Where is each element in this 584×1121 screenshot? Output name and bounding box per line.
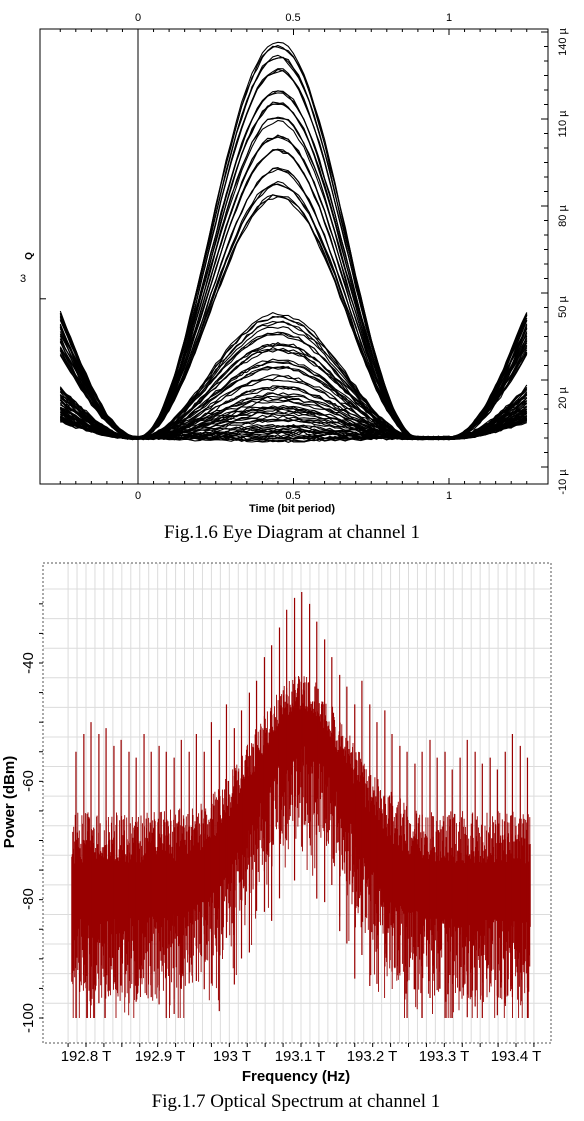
eye-top-tick-2: 1	[446, 12, 452, 24]
spectrum-y-label: Power (dBm)	[1, 756, 18, 849]
spectrum-chart: -40 -60 -80 -100 192.8 T 192.9 T 193 T 1…	[1, 562, 552, 1112]
spectrum-x-tick-1: 192.9 T	[135, 1048, 186, 1065]
spectrum-x-tick-3: 193.1 T	[275, 1048, 326, 1065]
eye-right-tick-5: 140 µ	[557, 27, 569, 55]
eye-axes	[40, 29, 548, 484]
eye-plot-frame	[39, 28, 549, 485]
spectrum-axes	[39, 603, 535, 1047]
spectrum-caption: Fig.1.7 Optical Spectrum at channel 1	[152, 1091, 441, 1112]
spectrum-x-tick-0: 192.8 T	[61, 1048, 112, 1065]
spectrum-x-tick-5: 193.3 T	[419, 1048, 470, 1065]
eye-right-tick-4: 110 µ	[557, 110, 569, 138]
eye-trace-line	[59, 419, 527, 441]
eye-diagram-chart: 0 0.5 1 0 0.5 1 3 Q -10 µ 20 µ 50 µ 80 µ…	[20, 12, 569, 543]
eye-traces	[59, 41, 528, 443]
spectrum-x-tick-6: 193.4 T	[491, 1048, 542, 1065]
spectrum-y-tick-0: -40	[20, 652, 37, 674]
eye-top-tick-0: 0	[135, 12, 141, 24]
spectrum-y-tick-2: -80	[20, 888, 37, 910]
spectrum-y-tick-3: -100	[20, 1003, 37, 1033]
spectrum-y-tick-1: -60	[20, 770, 37, 792]
eye-trace-line	[60, 419, 528, 443]
eye-caption: Fig.1.6 Eye Diagram at channel 1	[164, 522, 420, 543]
eye-bottom-tick-1: 0.5	[285, 490, 300, 502]
spectrum-trace	[71, 592, 531, 1018]
eye-right-tick-2: 50 µ	[557, 296, 569, 318]
eye-x-label: Time (bit period)	[249, 503, 335, 515]
spectrum-plot-frame	[42, 562, 552, 1044]
spectrum-x-label: Frequency (Hz)	[242, 1068, 350, 1085]
eye-bottom-tick-0: 0	[135, 490, 141, 502]
eye-bottom-tick-2: 1	[446, 490, 452, 502]
spectrum-x-tick-2: 193 T	[213, 1048, 251, 1065]
eye-right-tick-3: 80 µ	[557, 205, 569, 227]
spectrum-x-tick-4: 193.2 T	[347, 1048, 398, 1065]
eye-top-tick-1: 0.5	[285, 12, 300, 24]
eye-right-tick-1: 20 µ	[557, 387, 569, 409]
eye-left-tick-0: 3	[20, 273, 26, 285]
eye-right-tick-0: -10 µ	[557, 469, 569, 495]
eye-y-label: Q	[24, 252, 35, 260]
